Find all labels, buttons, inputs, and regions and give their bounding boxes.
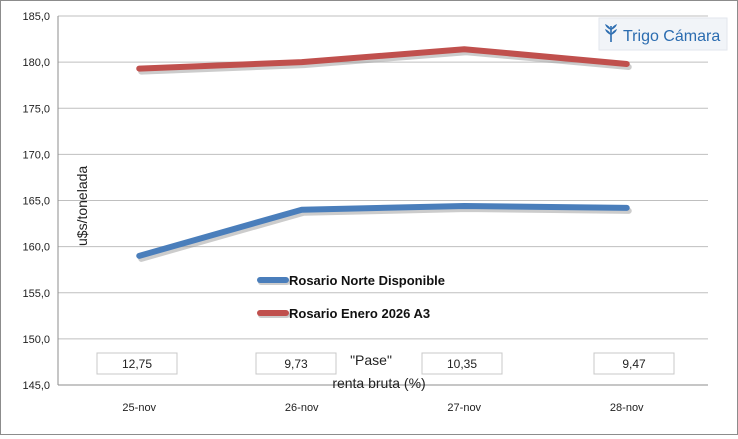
pase-value: 10,35 xyxy=(447,357,477,371)
pase-boxes: 12,75 9,73 10,35 9,47 xyxy=(96,352,675,375)
y-tick-label: 155,0 xyxy=(22,288,50,300)
x-tick-label: 25-nov xyxy=(122,402,156,414)
legend-label: Rosario Norte Disponible xyxy=(289,273,445,288)
series-line-rosario-enero xyxy=(136,46,630,72)
logo-text: Trigo Cámara xyxy=(623,28,720,45)
pase-value: 9,47 xyxy=(622,357,646,371)
logo: Trigo Cámara xyxy=(598,17,728,51)
pase-box xyxy=(96,352,178,375)
x-tick-label: 27-nov xyxy=(447,402,481,414)
x-axis-ticks: 25-nov 26-nov 27-nov 28-nov xyxy=(122,402,644,414)
x-tick-label: 26-nov xyxy=(285,402,319,414)
y-tick-label: 160,0 xyxy=(22,242,50,254)
y-tick-label: 165,0 xyxy=(22,196,50,208)
y-tick-label: 170,0 xyxy=(22,149,50,161)
pase-box xyxy=(255,352,337,375)
pase-box xyxy=(593,352,675,375)
legend-label: Rosario Enero 2026 A3 xyxy=(289,306,430,321)
wheat-icon xyxy=(605,24,617,42)
pase-box xyxy=(421,352,503,375)
pase-label: "Pase" xyxy=(350,352,392,368)
pase-value: 9,73 xyxy=(284,357,308,371)
series-lines xyxy=(136,46,632,262)
y-tick-label: 185,0 xyxy=(22,11,50,23)
y-tick-label: 175,0 xyxy=(22,103,50,115)
y-axis-label: u$s/tonelada xyxy=(74,166,90,246)
x-tick-label: 28-nov xyxy=(610,402,644,414)
pase-sublabel: renta bruta (%) xyxy=(332,375,425,391)
y-tick-label: 145,0 xyxy=(22,380,50,392)
legend: Rosario Norte Disponible Rosario Enero 20… xyxy=(257,273,445,321)
series-line-rosario-norte xyxy=(136,203,630,259)
pase-value: 12,75 xyxy=(122,357,152,371)
y-tick-label: 150,0 xyxy=(22,334,50,346)
y-axis-ticks: 145,0 150,0 155,0 160,0 165,0 170,0 175,0 180,0… xyxy=(22,11,50,392)
y-tick-label: 180,0 xyxy=(22,57,50,69)
